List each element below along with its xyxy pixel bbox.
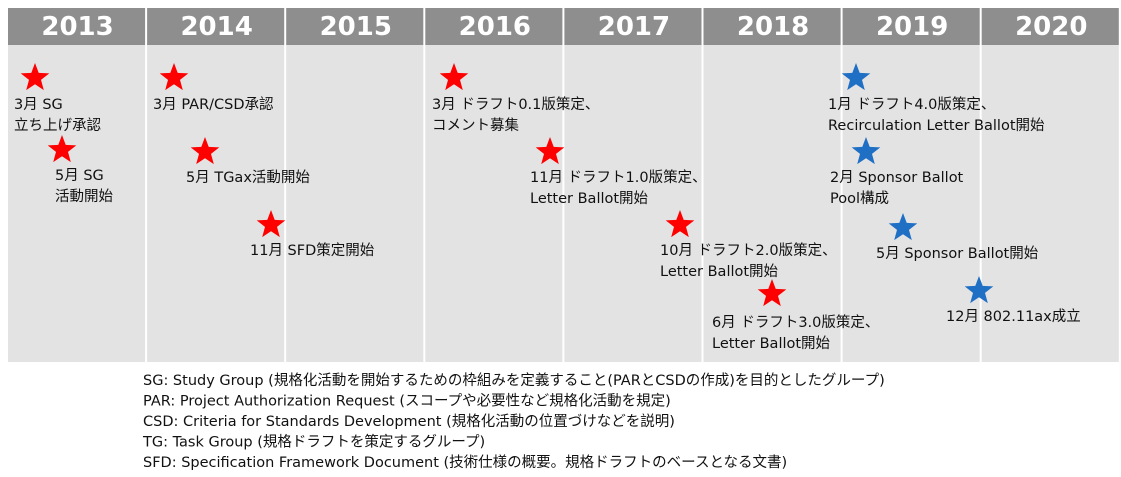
header-cell xyxy=(425,8,563,45)
star xyxy=(665,210,695,238)
year-label: 2013 xyxy=(41,12,113,42)
event-label: 1月 ドラフト4.0版策定、 xyxy=(828,96,995,113)
star xyxy=(757,279,787,307)
event-label: 3月 SG xyxy=(14,97,63,113)
star xyxy=(535,137,565,165)
star xyxy=(47,135,77,163)
note: CSD: Criteria for Standards Development … xyxy=(143,413,675,430)
year-label: 2016 xyxy=(459,12,531,42)
star xyxy=(20,63,50,91)
star xyxy=(841,63,871,91)
header-cell xyxy=(703,8,841,45)
event-label: Letter Ballot開始 xyxy=(712,335,831,352)
event-label: Letter Ballot開始 xyxy=(530,190,649,207)
star xyxy=(256,210,286,238)
event-label: 活動開始 xyxy=(55,188,113,205)
event-label: 12月 802.11ax成立 xyxy=(946,308,1081,325)
event-label: 11月 SFD策定開始 xyxy=(250,242,375,259)
column xyxy=(147,45,285,362)
event-label: 5月 Sponsor Ballot開始 xyxy=(876,245,1039,262)
column xyxy=(286,45,424,362)
event-label: 3月 ドラフト0.1版策定、 xyxy=(432,96,599,113)
header-cell xyxy=(8,8,146,45)
note: PAR: Project Authorization Request (スコープ… xyxy=(143,393,671,410)
year-label: 2019 xyxy=(876,12,948,42)
year-label: 2017 xyxy=(598,12,670,42)
event-label: Pool構成 xyxy=(830,190,889,207)
column xyxy=(564,45,702,362)
header-cell xyxy=(564,8,702,45)
column xyxy=(703,45,841,362)
year-label: 2014 xyxy=(180,12,252,42)
year-label: 2018 xyxy=(737,12,809,42)
header-cell xyxy=(981,8,1119,45)
event-label: 11月 ドラフト1.0版策定、 xyxy=(530,169,707,186)
event-label: 10月 ドラフト2.0版策定、 xyxy=(660,242,837,259)
star xyxy=(159,63,189,91)
column xyxy=(8,45,146,362)
event-label: 立ち上げ承認 xyxy=(14,117,101,134)
year-label: 2020 xyxy=(1015,12,1087,42)
note: TG: Task Group (規格ドラフトを策定するグループ) xyxy=(142,434,485,451)
header-cell xyxy=(286,8,424,45)
star xyxy=(964,276,994,304)
star xyxy=(888,213,918,241)
star xyxy=(439,63,469,91)
column xyxy=(981,45,1119,362)
event-label: 5月 SG xyxy=(55,168,104,184)
column xyxy=(842,45,980,362)
header-cell xyxy=(147,8,285,45)
event-label: 2月 Sponsor Ballot xyxy=(830,170,964,186)
event-label: 5月 TGax活動開始 xyxy=(186,169,310,186)
star xyxy=(190,137,220,165)
event-label: Letter Ballot開始 xyxy=(660,263,779,280)
event-label: 6月 ドラフト3.0版策定、 xyxy=(712,314,879,331)
event-label: コメント募集 xyxy=(432,117,519,134)
event-label: Recirculation Letter Ballot開始 xyxy=(828,117,1045,134)
header-cell xyxy=(842,8,980,45)
star xyxy=(851,137,881,165)
note: SG: Study Group (規格化活動を開始するための枠組みを定義すること… xyxy=(143,372,885,389)
event-label: 3月 PAR/CSD承認 xyxy=(153,96,274,113)
year-label: 2015 xyxy=(320,12,392,42)
column xyxy=(425,45,563,362)
note: SFD: Specification Framework Document (技… xyxy=(143,454,787,471)
